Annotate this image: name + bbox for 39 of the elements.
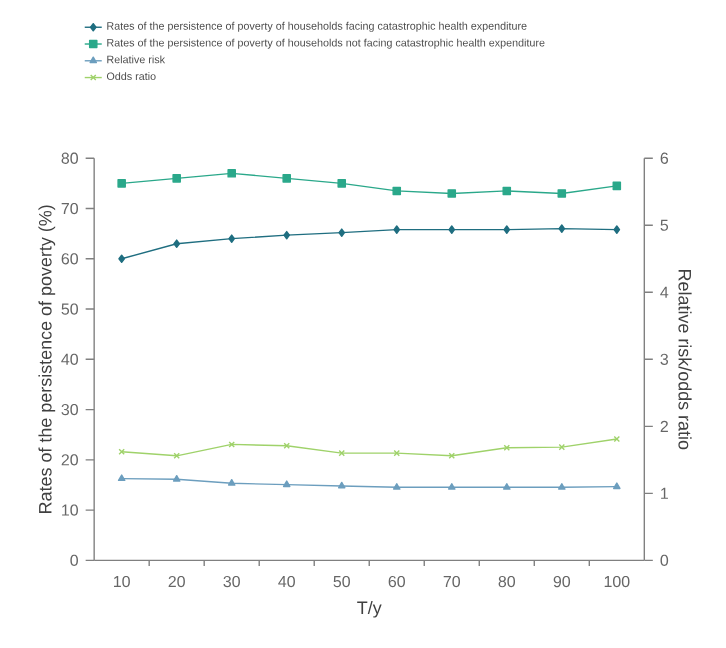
point: [557, 189, 567, 198]
point: [448, 225, 456, 234]
point: [172, 474, 181, 482]
point: [613, 482, 621, 490]
point: [228, 441, 235, 448]
point: [557, 482, 566, 490]
point: [173, 452, 180, 459]
x-axis-title: T/y: [357, 600, 382, 618]
point: [337, 481, 346, 489]
point: [117, 178, 126, 188]
point: [448, 452, 455, 459]
point: [558, 443, 566, 451]
point: [282, 173, 291, 183]
point: [447, 189, 457, 198]
point: [393, 449, 400, 457]
point: [172, 173, 181, 183]
point: [338, 449, 345, 457]
point: [227, 478, 236, 486]
point: [337, 178, 347, 188]
point: [447, 482, 456, 490]
point: [173, 239, 181, 248]
point: [613, 225, 621, 234]
point: [558, 224, 566, 233]
point: [502, 482, 511, 490]
point: [393, 225, 401, 234]
point: [502, 186, 512, 196]
point: [118, 254, 126, 263]
point: [283, 230, 291, 240]
point: [117, 474, 126, 481]
point: [503, 225, 511, 234]
point: [392, 186, 402, 196]
point: [392, 482, 401, 490]
point: [338, 228, 346, 237]
point: [227, 168, 236, 178]
point: [228, 234, 236, 243]
point: [282, 480, 291, 487]
y-axis-title: Rates of the persistence of poverty (%): [38, 205, 56, 513]
y2-axis-title: Relative risk/odds ratio: [678, 269, 692, 450]
point: [283, 442, 290, 449]
